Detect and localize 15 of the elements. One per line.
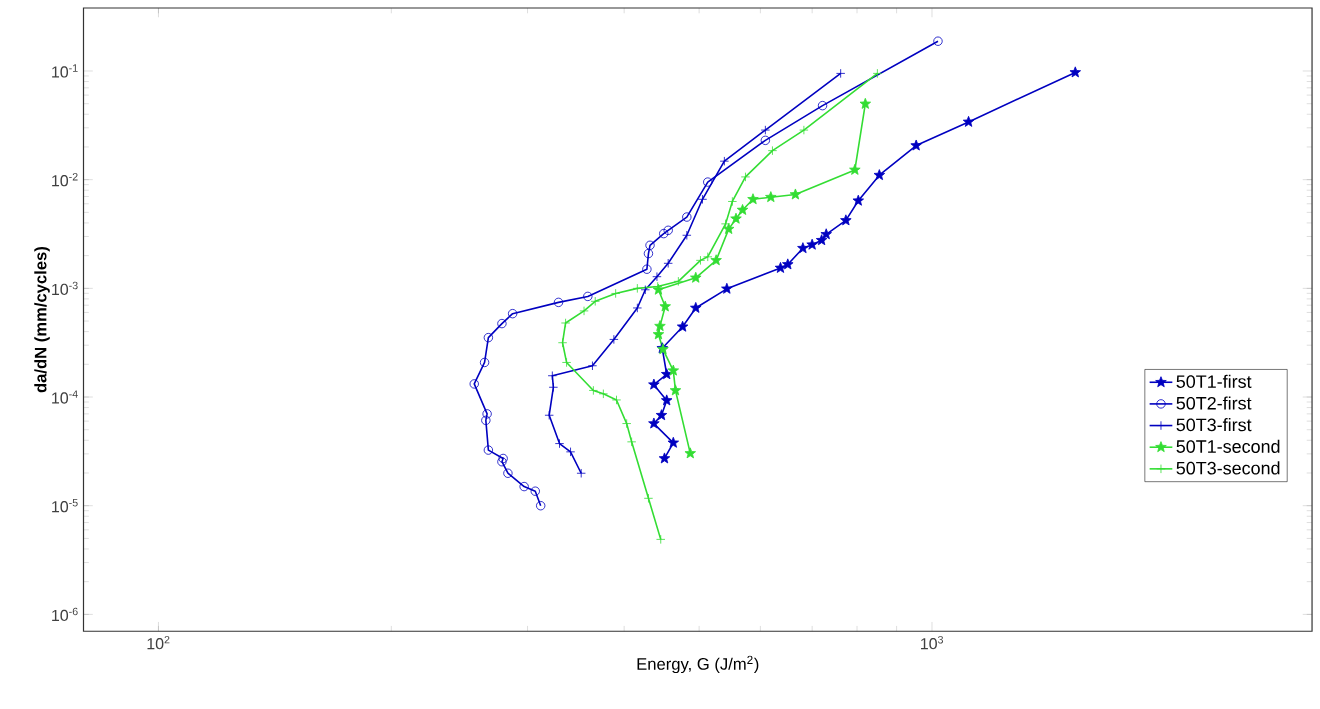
legend-label: 50T3-second xyxy=(1176,461,1280,475)
y-tick-label: 10$^{-5}$ xyxy=(52,499,78,513)
y-tick-label: 10$^{-2}$ xyxy=(52,172,78,187)
x-tick-label: 10$^{2}$ xyxy=(147,635,170,650)
legend-label: 50T3-first xyxy=(1176,418,1252,432)
y-tick-label: 10$^{-6}$ xyxy=(52,607,78,622)
x-axis-title: Energy, G (J/m$^{2}$) xyxy=(637,655,759,674)
legend-label: 50T1-second xyxy=(1176,439,1280,453)
x-tick-label: 10$^{3}$ xyxy=(921,635,944,650)
y-axis-title: da/dN (mm/cycles) xyxy=(34,247,50,393)
legend-label: 50T2-first xyxy=(1176,396,1252,410)
y-tick-label: 10$^{-4}$ xyxy=(52,390,78,404)
legend-label: 50T1-first xyxy=(1176,374,1252,388)
y-tick-label: 10$^{-3}$ xyxy=(52,281,78,296)
y-tick-label: 10$^{-1}$ xyxy=(52,64,78,78)
